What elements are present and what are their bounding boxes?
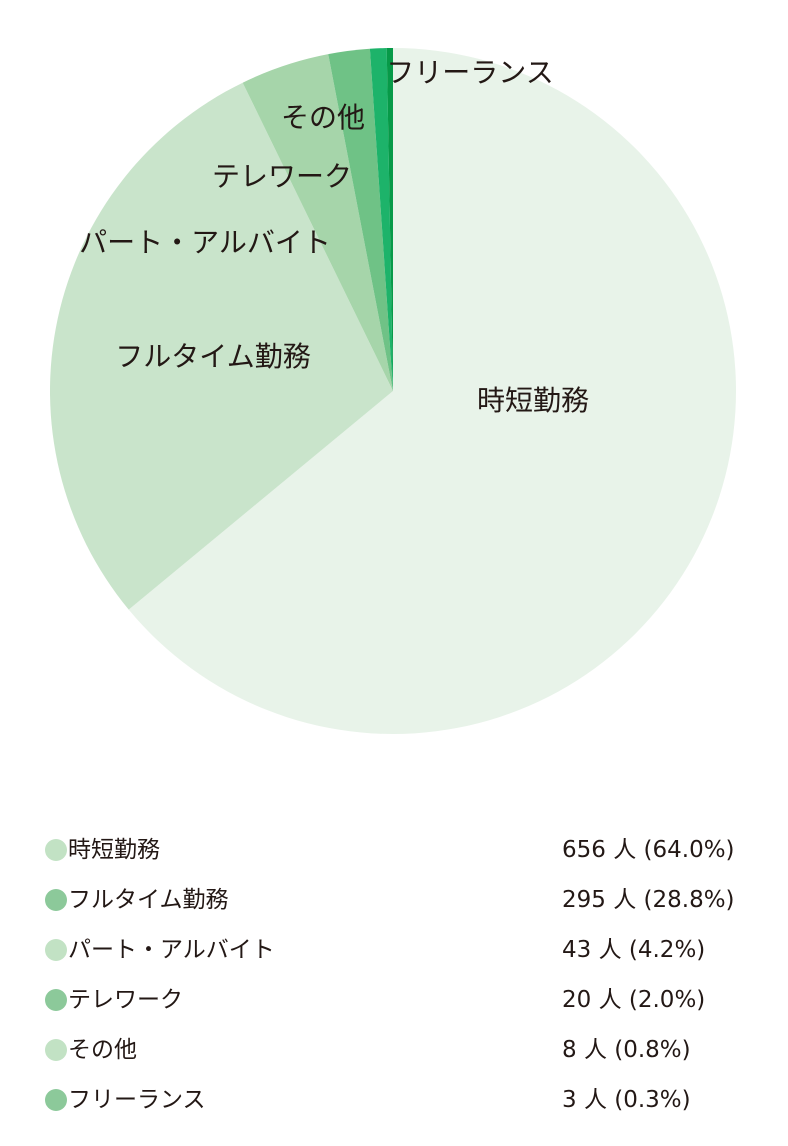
legend-item: フリーランス 3 人 (0.3%) (0, 1075, 788, 1125)
legend-swatch (45, 1089, 67, 1111)
legend-label: 時短勤務 (68, 837, 160, 863)
slice-label-6: フリーランス (386, 56, 553, 89)
slice-label-3: パート・アルバイト (79, 226, 331, 259)
legend-item: テレワーク 20 人 (2.0%) (0, 975, 788, 1025)
legend-label: フリーランス (68, 1087, 206, 1113)
legend-label: テレワーク (68, 987, 183, 1013)
pie-chart: 時短勤務 フルタイム勤務 パート・アルバイト テレワーク その他 フリーランス (50, 48, 736, 734)
pie-slice-3 (242, 54, 393, 391)
pie-slice-2 (50, 82, 394, 610)
legend-value: 20 人 (2.0%) (562, 987, 706, 1013)
slice-label-5: その他 (281, 101, 365, 134)
legend-label: フルタイム勤務 (68, 887, 229, 913)
legend-value: 8 人 (0.8%) (562, 1037, 691, 1063)
legend-swatch (45, 839, 67, 861)
legend-item: その他 8 人 (0.8%) (0, 1025, 788, 1075)
legend-item: フルタイム勤務 295 人 (28.8%) (0, 875, 788, 925)
legend-label: その他 (68, 1037, 137, 1063)
legend-swatch (45, 989, 67, 1011)
slice-label-4: テレワーク (212, 160, 352, 193)
pie-slice-6 (386, 48, 393, 391)
slice-label-1: 時短勤務 (477, 384, 589, 417)
legend-label: パート・アルバイト (68, 937, 275, 963)
pie-slice-5 (369, 48, 393, 392)
legend-item: パート・アルバイト 43 人 (4.2%) (0, 925, 788, 975)
slice-label-2: フルタイム勤務 (115, 340, 310, 373)
legend-swatch (45, 889, 67, 911)
legend-value: 656 人 (64.0%) (562, 837, 735, 863)
legend-swatch (45, 1039, 67, 1061)
legend-swatch (45, 939, 67, 961)
legend-value: 295 人 (28.8%) (562, 887, 735, 913)
legend: 時短勤務 656 人 (64.0%) フルタイム勤務 295 人 (28.8%) パート… (0, 825, 788, 1125)
legend-value: 43 人 (4.2%) (562, 937, 706, 963)
legend-item: 時短勤務 656 人 (64.0%) (0, 825, 788, 875)
pie-slice-4 (328, 48, 393, 391)
pie-slice-1 (128, 48, 736, 734)
legend-value: 3 人 (0.3%) (562, 1087, 691, 1113)
